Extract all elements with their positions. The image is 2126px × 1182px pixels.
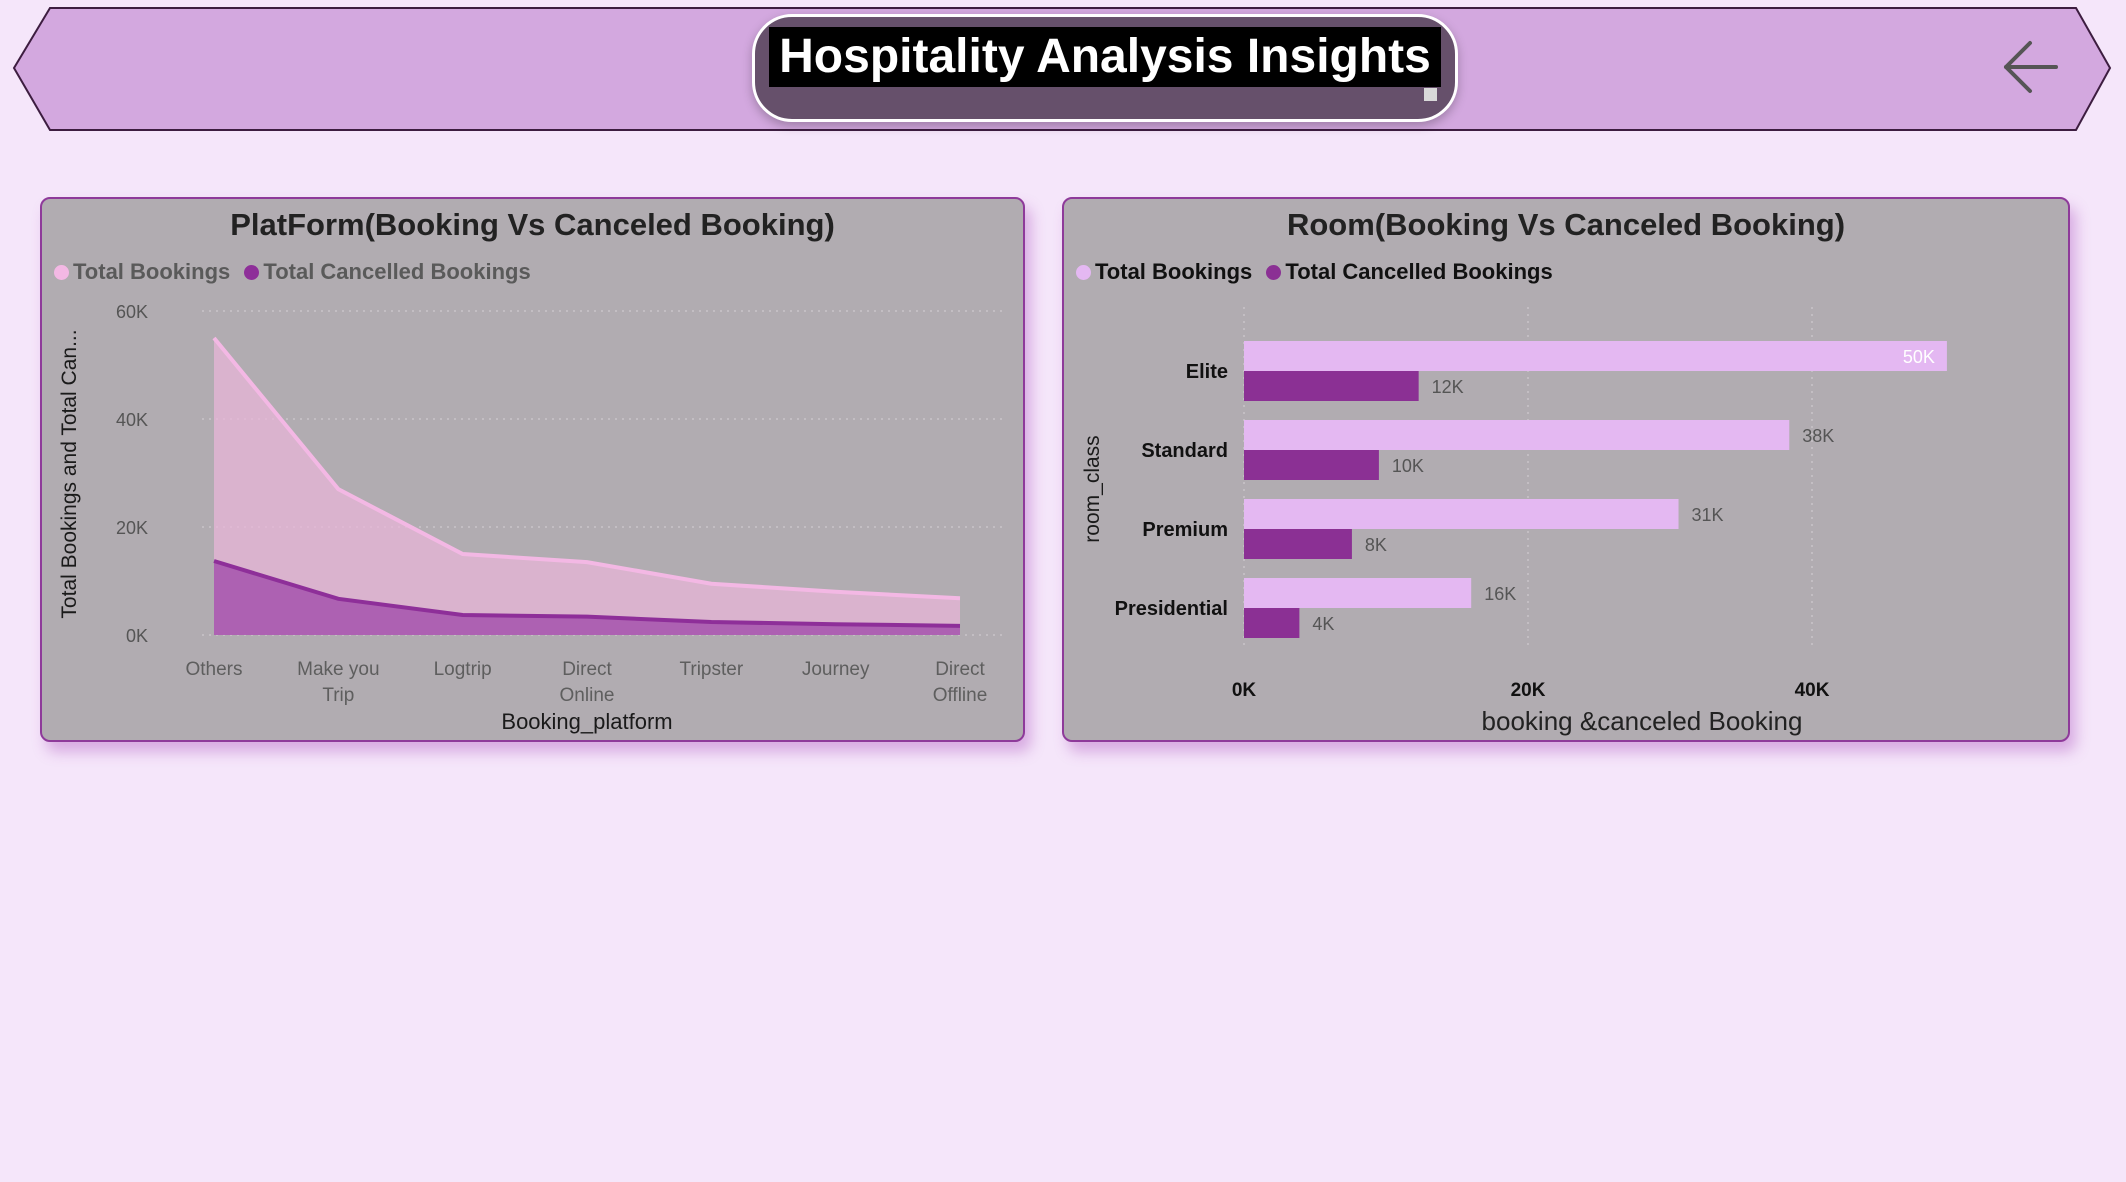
x-tick-label: Direct Offline [933,659,988,706]
legend-label: Total Cancelled Bookings [1285,259,1553,284]
y-tick-label: Presidential [1115,598,1228,620]
legend-dot [54,265,69,280]
y-tick-label: 60K [116,302,148,322]
data-label: 50K [1903,347,1935,367]
x-tick-label: Direct Online [560,659,615,706]
legend-item-total-cancelled[interactable]: Total Cancelled Bookings [1266,259,1553,285]
legend-dot [1266,265,1282,280]
y-tick-label: Premium [1142,519,1228,541]
x-tick-label: Others [185,659,242,680]
y-tick-label: 0K [126,626,148,646]
title-handle [1424,88,1437,101]
data-label: 31K [1692,505,1724,525]
legend-label: Total Cancelled Bookings [263,259,531,284]
x-tick-label: Tripster [679,659,743,680]
y-axis-title: Total Bookings and Total Can... [58,329,81,618]
area-total-bookings [214,338,960,635]
bar-total-bookings[interactable] [1244,499,1679,529]
legend-item-total-bookings[interactable]: Total Bookings [1076,259,1252,285]
legend-dot [244,265,260,280]
area-total-cancelled [214,561,960,635]
legend-item-total-cancelled[interactable]: Total Cancelled Bookings [244,259,531,285]
room-bar-chart: 0K 20K 40K Elite 50K 12K Standard 38K 10K Premium… [1081,307,1947,736]
x-tick-label: 20K [1511,680,1546,701]
x-axis-title: Booking_platform [501,709,672,734]
data-label: 16K [1484,584,1516,604]
platform-area-chart: 0K 20K 40K 60K Others Make you Trip Logtrip Dire… [58,302,1002,734]
bar-total-cancelled[interactable] [1244,371,1419,401]
room-chart-legend: Total Bookings Total Cancelled Bookings [1076,259,1561,285]
x-tick-label: Logtrip [434,659,492,680]
platform-chart-title: PlatForm(Booking Vs Canceled Booking) [230,207,835,242]
x-tick-label: 40K [1795,680,1830,701]
y-tick-label: Elite [1186,361,1228,383]
data-label: 38K [1802,426,1834,446]
y-tick-label: 40K [116,410,148,430]
data-label: 4K [1312,614,1334,634]
title-pill: Hospitality Analysis Insights [752,14,1458,122]
bar-total-cancelled[interactable] [1244,450,1379,480]
y-tick-label: 20K [116,518,148,538]
x-tick-label: Make you Trip [297,659,379,706]
x-tick-label: 0K [1232,680,1257,701]
back-arrow-icon[interactable] [1996,36,2064,98]
x-axis-title: booking &canceled Booking [1482,706,1803,736]
legend-item-total-bookings[interactable]: Total Bookings [54,259,230,285]
legend-label: Total Bookings [73,259,231,284]
legend-label: Total Bookings [1095,259,1253,284]
data-label: 12K [1432,377,1464,397]
x-tick-label: Journey [802,659,870,680]
y-axis-title: room_class [1081,435,1104,542]
y-tick-label: Standard [1141,440,1228,462]
platform-chart-card: PlatForm(Booking Vs Canceled Booking) To… [40,197,1025,742]
legend-dot [1076,265,1091,280]
bar-total-bookings[interactable] [1244,420,1790,450]
data-label: 8K [1365,535,1387,555]
page-title: Hospitality Analysis Insights [769,27,1441,87]
bar-total-bookings[interactable] [1244,341,1947,371]
data-label: 10K [1392,456,1424,476]
bar-total-cancelled[interactable] [1244,529,1352,559]
bar-total-bookings[interactable] [1244,578,1472,608]
platform-chart-legend: Total Bookings Total Cancelled Bookings [54,259,539,285]
room-chart-card: Room(Booking Vs Canceled Booking) Total … [1062,197,2070,742]
bar-total-cancelled[interactable] [1244,608,1300,638]
room-chart-title: Room(Booking Vs Canceled Booking) [1286,207,1846,242]
